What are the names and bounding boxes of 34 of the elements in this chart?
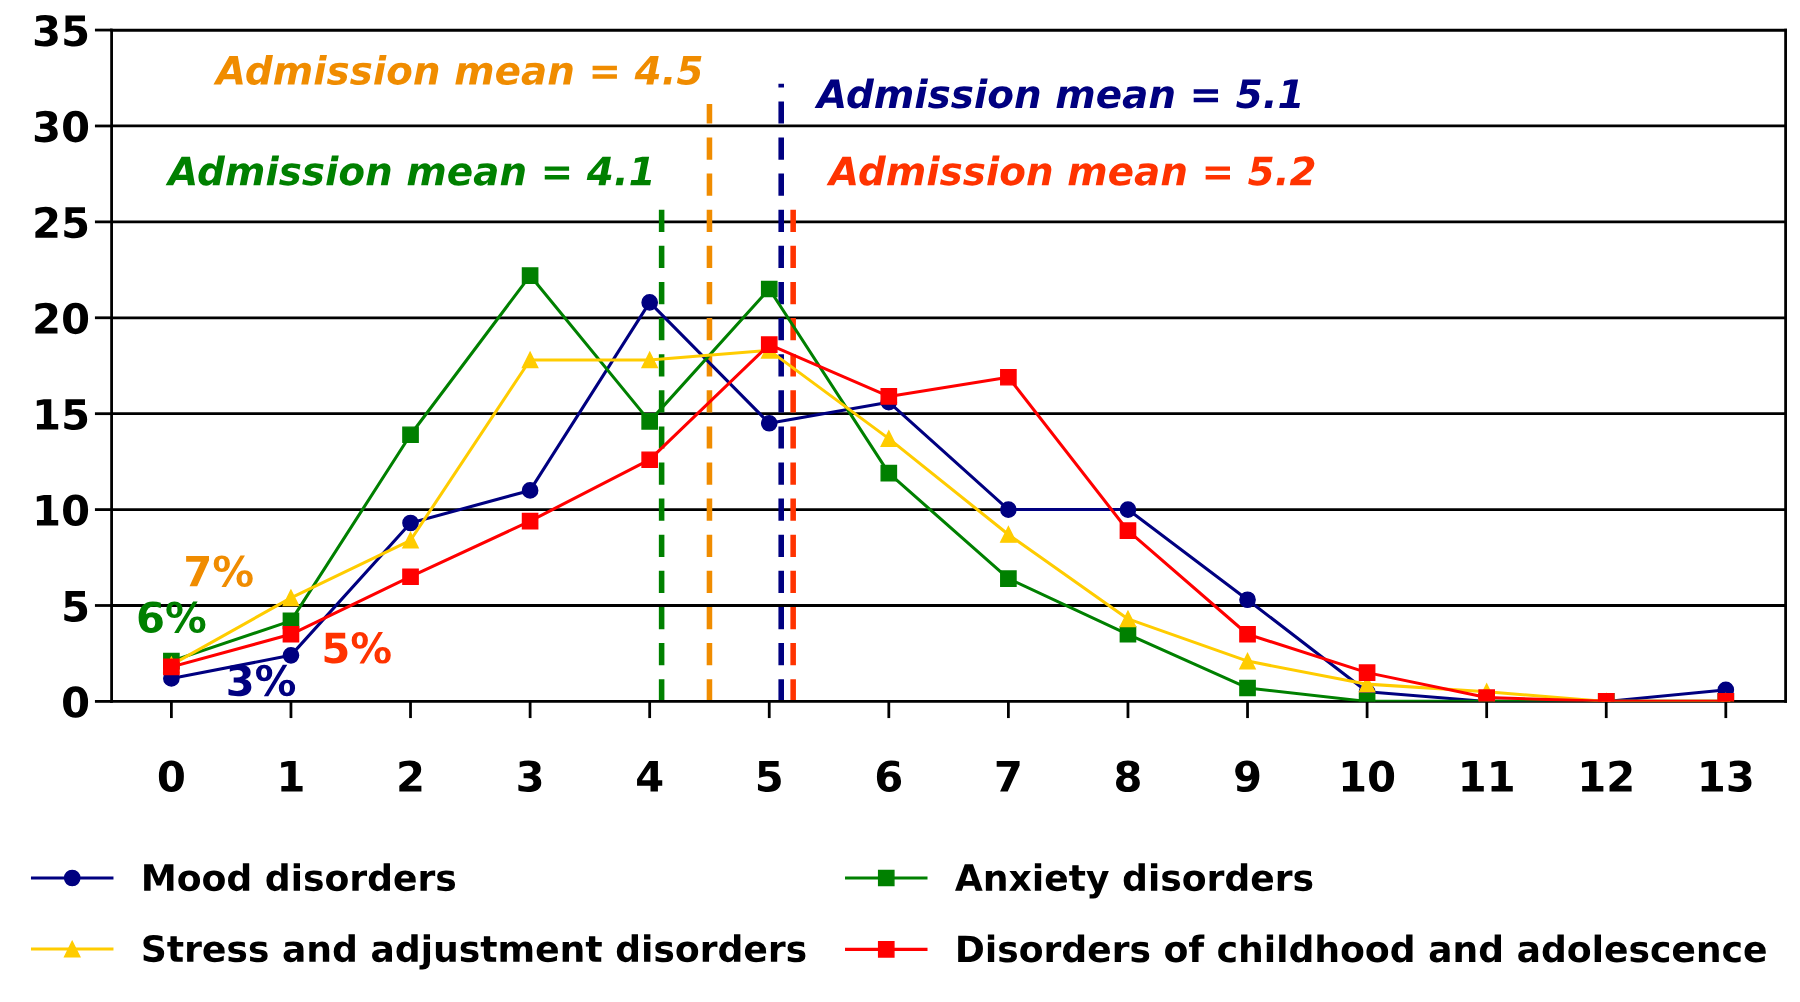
legend-label: Anxiety disorders — [955, 863, 1313, 899]
legend-label: Disorders of childhood and adolescence — [958, 934, 1766, 963]
x-tick-label: 10 — [1342, 760, 1395, 792]
annotation: 6% — [138, 601, 206, 633]
annotation: 5% — [324, 632, 391, 664]
y-tick-label: 30 — [34, 110, 89, 143]
x-tick-label: 13 — [1701, 760, 1752, 792]
annotation: 3% — [228, 664, 296, 697]
x-tick-label: 5 — [757, 761, 781, 792]
x-tick-label: 0 — [158, 760, 184, 792]
x-tick-label: 4 — [637, 761, 663, 792]
x-tick-label: 1 — [281, 761, 303, 792]
ref-line-label: Admission mean = 5.1 — [814, 78, 1301, 109]
x-tick-label: 6 — [876, 760, 902, 792]
x-tick-label: 12 — [1581, 760, 1632, 792]
ref-line-label: Admission mean = 5.2 — [826, 155, 1315, 186]
x-tick-label: 8 — [1116, 760, 1140, 792]
ref-line-label: Admission mean = 4.5 — [213, 54, 702, 85]
ref-line-label: Admission mean = 4.1 — [165, 155, 652, 186]
y-tick-label: 10 — [36, 494, 89, 527]
y-tick-label: 5 — [64, 590, 88, 622]
y-tick-label: 0 — [63, 686, 89, 718]
y-tick-label: 35 — [34, 14, 88, 47]
legend-label: Mood disorders — [144, 863, 456, 892]
x-tick-label: 3 — [518, 760, 542, 792]
x-tick-label: 7 — [996, 761, 1020, 792]
x-tick-label: 2 — [399, 760, 422, 792]
x-tick-label: 9 — [1235, 760, 1260, 792]
legend-label: Stress and adjustment disorders — [143, 934, 806, 970]
y-tick-label: 25 — [35, 206, 88, 239]
y-tick-label: 15 — [36, 399, 88, 431]
y-tick-label: 20 — [35, 302, 89, 335]
x-tick-label: 11 — [1462, 761, 1513, 792]
annotation: 7% — [186, 555, 253, 587]
